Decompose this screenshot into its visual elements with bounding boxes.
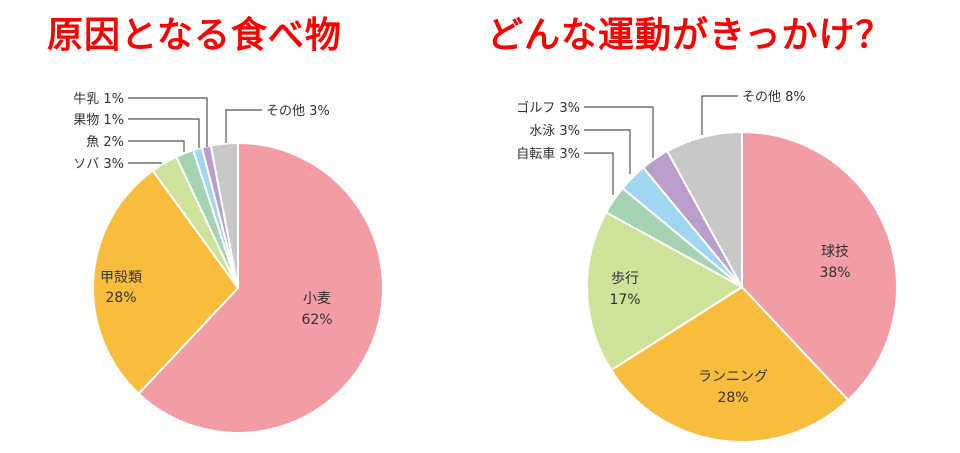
pie-slice-ball bbox=[741, 130, 898, 402]
label-swimming: 水泳 3% bbox=[529, 124, 580, 139]
label-golf: ゴルフ 3% bbox=[516, 100, 580, 116]
pie-slice-other bbox=[209, 141, 239, 289]
label-ball-name: 球技 bbox=[821, 244, 849, 260]
label-other-exercise: その他 8% bbox=[742, 90, 806, 105]
label-bicycle: 自転車 3% bbox=[516, 147, 580, 162]
label-soba: ソバ 3% bbox=[73, 157, 124, 172]
label-shellfish-name: 甲殻類 bbox=[100, 270, 142, 286]
label-other-food: その他 3% bbox=[266, 104, 330, 119]
pie-slice-walking bbox=[586, 210, 744, 372]
label-wheat-name: 小麦 bbox=[303, 291, 331, 307]
pie-slice-other bbox=[665, 130, 743, 288]
chart-title-food: 原因となる食べ物 bbox=[47, 15, 342, 56]
label-running-pct: 28% bbox=[717, 390, 748, 406]
leaders-exercise bbox=[584, 95, 738, 195]
label-fish: 魚 2% bbox=[86, 135, 124, 150]
pie-slice-running bbox=[609, 285, 850, 443]
label-wheat-pct: 62% bbox=[301, 312, 332, 328]
label-running-name: ランニング bbox=[698, 369, 768, 385]
label-fruit: 果物 1% bbox=[73, 113, 124, 128]
label-walking-pct: 17% bbox=[609, 292, 640, 308]
pie-chart-exercise bbox=[586, 130, 898, 443]
leaders-food bbox=[128, 97, 262, 164]
chart-title-exercise: どんな運動がきっかけ？ bbox=[487, 15, 893, 56]
pie-slice-wheat bbox=[137, 141, 385, 434]
label-milk: 牛乳 1% bbox=[73, 92, 124, 107]
label-walking-name: 歩行 bbox=[611, 271, 639, 287]
pie-slice-shellfish bbox=[92, 169, 240, 396]
pie-chart-food bbox=[92, 141, 385, 434]
label-ball-pct: 38% bbox=[819, 265, 850, 281]
label-shellfish-pct: 28% bbox=[105, 290, 136, 306]
